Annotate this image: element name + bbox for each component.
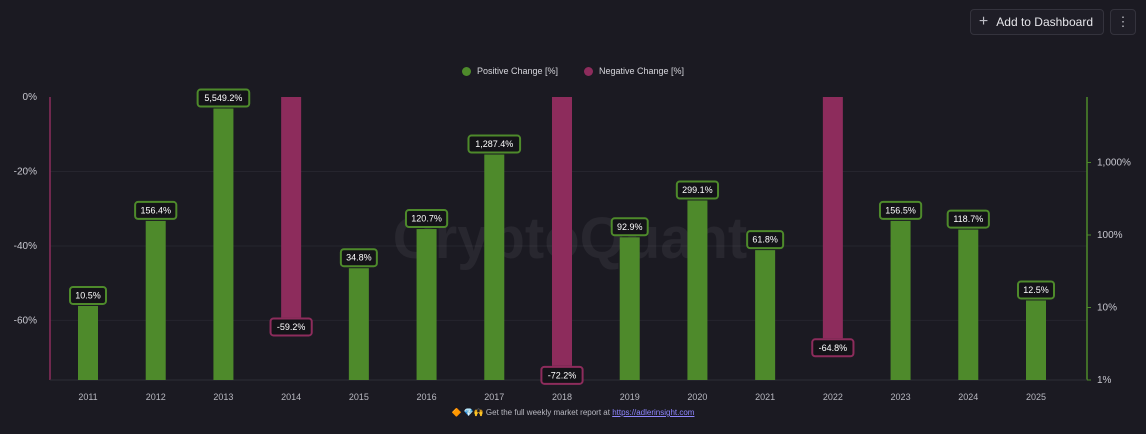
x-axis-tick-label: 2016: [417, 392, 437, 402]
add-to-dashboard-label: Add to Dashboard: [996, 15, 1093, 29]
more-vertical-icon: ⋮: [1116, 14, 1130, 29]
data-label-positive-2020: 299.1%: [682, 185, 713, 195]
data-label-positive-2013: 5,549.2%: [204, 93, 242, 103]
data-label-positive-2023: 156.5%: [885, 205, 916, 215]
x-axis-tick-label: 2025: [1026, 392, 1046, 402]
data-label-box: [467, 134, 522, 154]
right-axis-tick-label: 10%: [1097, 302, 1117, 313]
data-label-box: [1017, 280, 1055, 300]
data-label-positive-2015: 34.8%: [346, 253, 372, 263]
bar-negative-2022: [822, 97, 843, 339]
x-axis-tick-label: 2017: [484, 392, 504, 402]
data-label-positive-2012: 156.4%: [140, 205, 171, 215]
legend-item-negative[interactable]: Negative Change [%]: [583, 66, 685, 76]
x-axis-tick-label: 2024: [958, 392, 978, 402]
x-axis-tick-label: 2019: [620, 392, 640, 402]
toolbar: + Add to Dashboard ⋮: [969, 9, 1136, 35]
bar-positive-2013: [213, 108, 234, 381]
data-label-negative-2018: -72.2%: [548, 370, 577, 380]
plus-icon: +: [978, 13, 989, 30]
data-label-positive-2025: 12.5%: [1023, 285, 1049, 295]
right-axis-tick-label: 1,000%: [1097, 157, 1131, 168]
footer: 🔶 💎🙌 Get the full weekly market report a…: [0, 408, 1146, 417]
data-label-positive-2011: 10.5%: [75, 290, 101, 300]
footer-text: Get the full weekly market report at: [485, 408, 610, 417]
data-label-positive-2017: 1,287.4%: [475, 139, 513, 149]
legend-dot-negative: [583, 66, 593, 76]
right-axis-tick-label: 100%: [1097, 230, 1123, 241]
x-axis-tick-label: 2021: [755, 392, 775, 402]
x-axis-tick-label: 2012: [146, 392, 166, 402]
bar-positive-2017: [484, 154, 505, 380]
right-axis-tick-label: 1%: [1097, 375, 1112, 386]
data-label-positive-2019: 92.9%: [617, 222, 643, 232]
more-options-button[interactable]: ⋮: [1110, 9, 1136, 35]
left-axis-tick-label: -20%: [14, 166, 37, 177]
chart-legend: Positive Change [%] Negative Change [%]: [0, 66, 1146, 76]
bar-positive-2012: [145, 220, 166, 380]
data-label-box: [675, 180, 720, 200]
left-axis-tick-label: 0%: [23, 92, 38, 103]
data-label-positive-2021: 61.8%: [752, 235, 778, 245]
bar-positive-2015: [348, 268, 369, 380]
legend-label-positive: Positive Change [%]: [476, 66, 558, 76]
bar-positive-2020: [687, 200, 708, 380]
data-label-box: [69, 285, 107, 305]
x-axis-tick-label: 2018: [552, 392, 572, 402]
left-axis-tick-label: -60%: [14, 315, 37, 326]
data-label-box: [404, 209, 449, 229]
x-axis-tick-label: 2023: [891, 392, 911, 402]
left-axis-tick-label: -40%: [14, 241, 37, 252]
x-axis-tick-label: 2015: [349, 392, 369, 402]
bar-positive-2024: [958, 229, 979, 380]
x-axis-tick-label: 2022: [823, 392, 843, 402]
x-axis-tick-label: 2014: [281, 392, 301, 402]
bar-positive-2019: [619, 237, 640, 380]
add-to-dashboard-button[interactable]: + Add to Dashboard: [969, 9, 1104, 35]
data-label-box: [746, 230, 785, 250]
data-label-box: [878, 200, 923, 220]
data-label-negative-2014: -59.2%: [277, 322, 306, 332]
data-label-box: [269, 317, 313, 337]
bar-positive-2023: [890, 220, 911, 380]
bar-negative-2014: [281, 97, 302, 318]
promo-icons: 🔶 💎🙌: [451, 408, 484, 417]
bar-positive-2011: [78, 305, 98, 380]
legend-item-positive[interactable]: Positive Change [%]: [461, 66, 558, 76]
data-label-positive-2016: 120.7%: [411, 214, 442, 224]
legend-label-negative: Negative Change [%]: [598, 66, 685, 76]
data-label-box: [339, 248, 378, 268]
data-label-positive-2024: 118.7%: [953, 214, 983, 224]
data-label-negative-2022: -64.8%: [819, 343, 848, 353]
footer-link[interactable]: https://adlerinsight.com: [612, 408, 695, 417]
bar-positive-2021: [755, 250, 776, 380]
data-label-box: [946, 209, 990, 229]
x-axis-tick-label: 2011: [78, 392, 97, 402]
bar-positive-2025: [1026, 300, 1046, 380]
x-axis-tick-label: 2020: [687, 392, 707, 402]
bar-negative-2018: [552, 97, 572, 366]
data-label-box: [811, 338, 855, 358]
data-label-box: [540, 365, 584, 385]
x-axis-tick-label: 2013: [213, 392, 233, 402]
data-label-box: [134, 200, 178, 220]
bar-positive-2016: [416, 229, 437, 380]
data-label-box: [610, 217, 649, 237]
data-label-box: [196, 88, 251, 108]
legend-dot-positive: [461, 66, 471, 76]
